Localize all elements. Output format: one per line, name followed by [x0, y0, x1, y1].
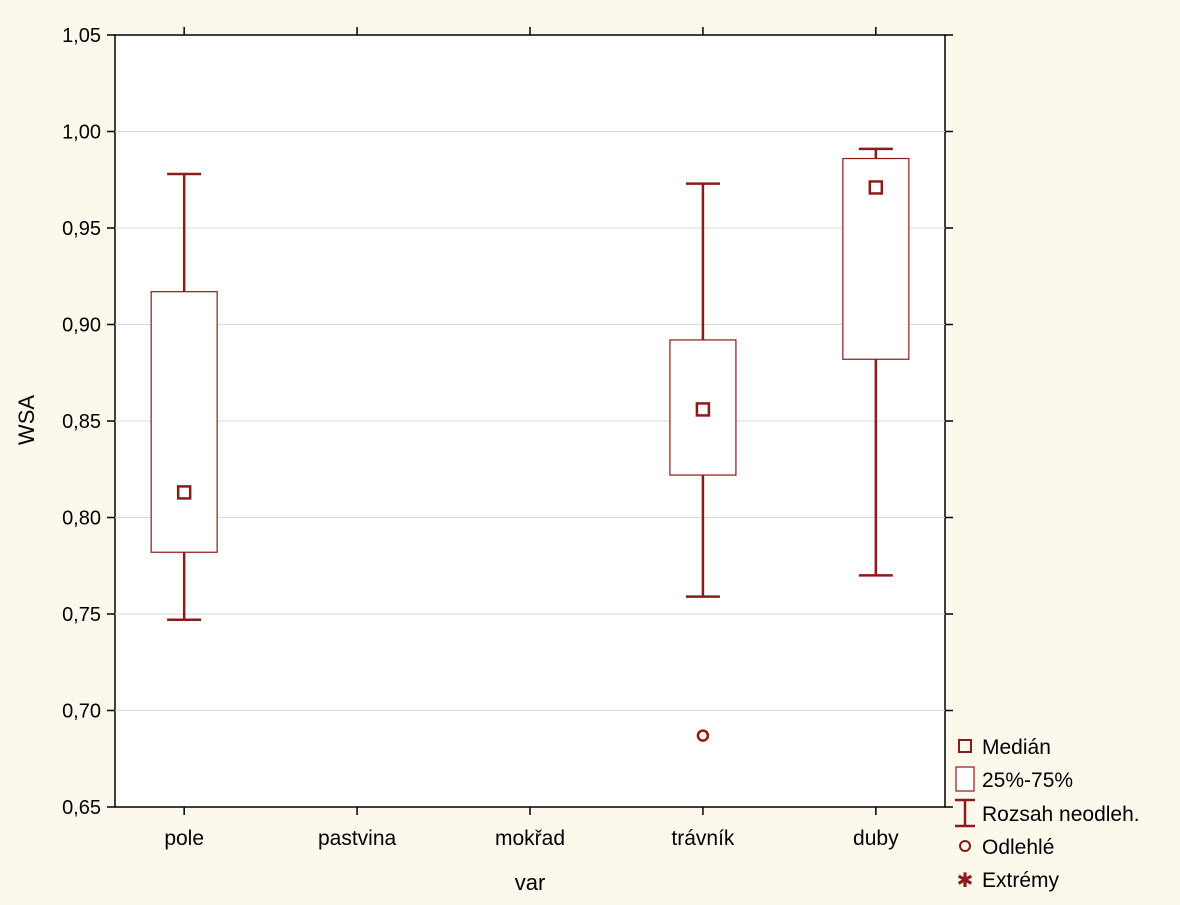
- y-tick-label: 0,70: [62, 701, 101, 723]
- boxplot-item: [669, 182, 737, 742]
- legend-item: Odlehlé: [959, 836, 1054, 859]
- legend-median-icon: [958, 739, 972, 753]
- y-tick-label: 0,80: [62, 508, 101, 530]
- legend-item: Medián: [958, 736, 1051, 759]
- iqr-box: [150, 291, 218, 553]
- boxplot-item: [150, 172, 218, 622]
- axis-ticks: 0,65 0,70 0,75 0,80 0,85 0,90 0,95 1,00 1,05 pole…: [62, 25, 953, 850]
- outlier-point: [696, 729, 710, 742]
- iqr-box: [842, 157, 910, 360]
- median-marker: [695, 402, 711, 417]
- x-tick-label: trávník: [671, 827, 735, 850]
- y-tick-label: 0,95: [62, 218, 101, 240]
- legend-label: Extrémy: [982, 869, 1060, 892]
- x-tick-label: duby: [853, 827, 899, 850]
- x-tick-label: mokřad: [495, 827, 565, 850]
- legend-label: Odlehlé: [982, 836, 1054, 859]
- legend-label: Rozsah neodleh.: [982, 803, 1140, 826]
- boxplot-series: [150, 147, 910, 742]
- y-tick-label: 1,00: [62, 122, 101, 144]
- y-tick-label: 0,75: [62, 604, 101, 626]
- legend-box-icon: [955, 766, 975, 792]
- y-axis-label: WSA: [14, 395, 39, 445]
- legend-outlier-icon: [959, 840, 971, 852]
- legend-extreme-icon: ✱: [957, 870, 974, 892]
- legend-item: 25%-75%: [955, 766, 1073, 792]
- y-tick-label: 1,05: [62, 25, 101, 47]
- legend: Medián 25%-75% Rozsah neodleh. Odlehlé ✱ Extr…: [955, 736, 1140, 892]
- grid-lines: [115, 131, 945, 711]
- y-tick-label: 0,90: [62, 315, 101, 337]
- x-tick-label: pole: [164, 827, 204, 850]
- boxplot-item: [842, 147, 910, 577]
- iqr-box: [669, 339, 737, 476]
- median-marker: [176, 485, 192, 500]
- legend-label: Medián: [982, 736, 1051, 759]
- legend-label: 25%-75%: [982, 769, 1073, 792]
- x-axis-label: var: [515, 870, 546, 895]
- y-tick-label: 0,85: [62, 411, 101, 433]
- legend-item: Rozsah neodleh.: [955, 798, 1140, 828]
- median-marker: [868, 180, 884, 195]
- x-tick-label: pastvina: [318, 827, 397, 850]
- legend-item: ✱ Extrémy: [957, 869, 1060, 892]
- y-tick-label: 0,65: [62, 797, 101, 819]
